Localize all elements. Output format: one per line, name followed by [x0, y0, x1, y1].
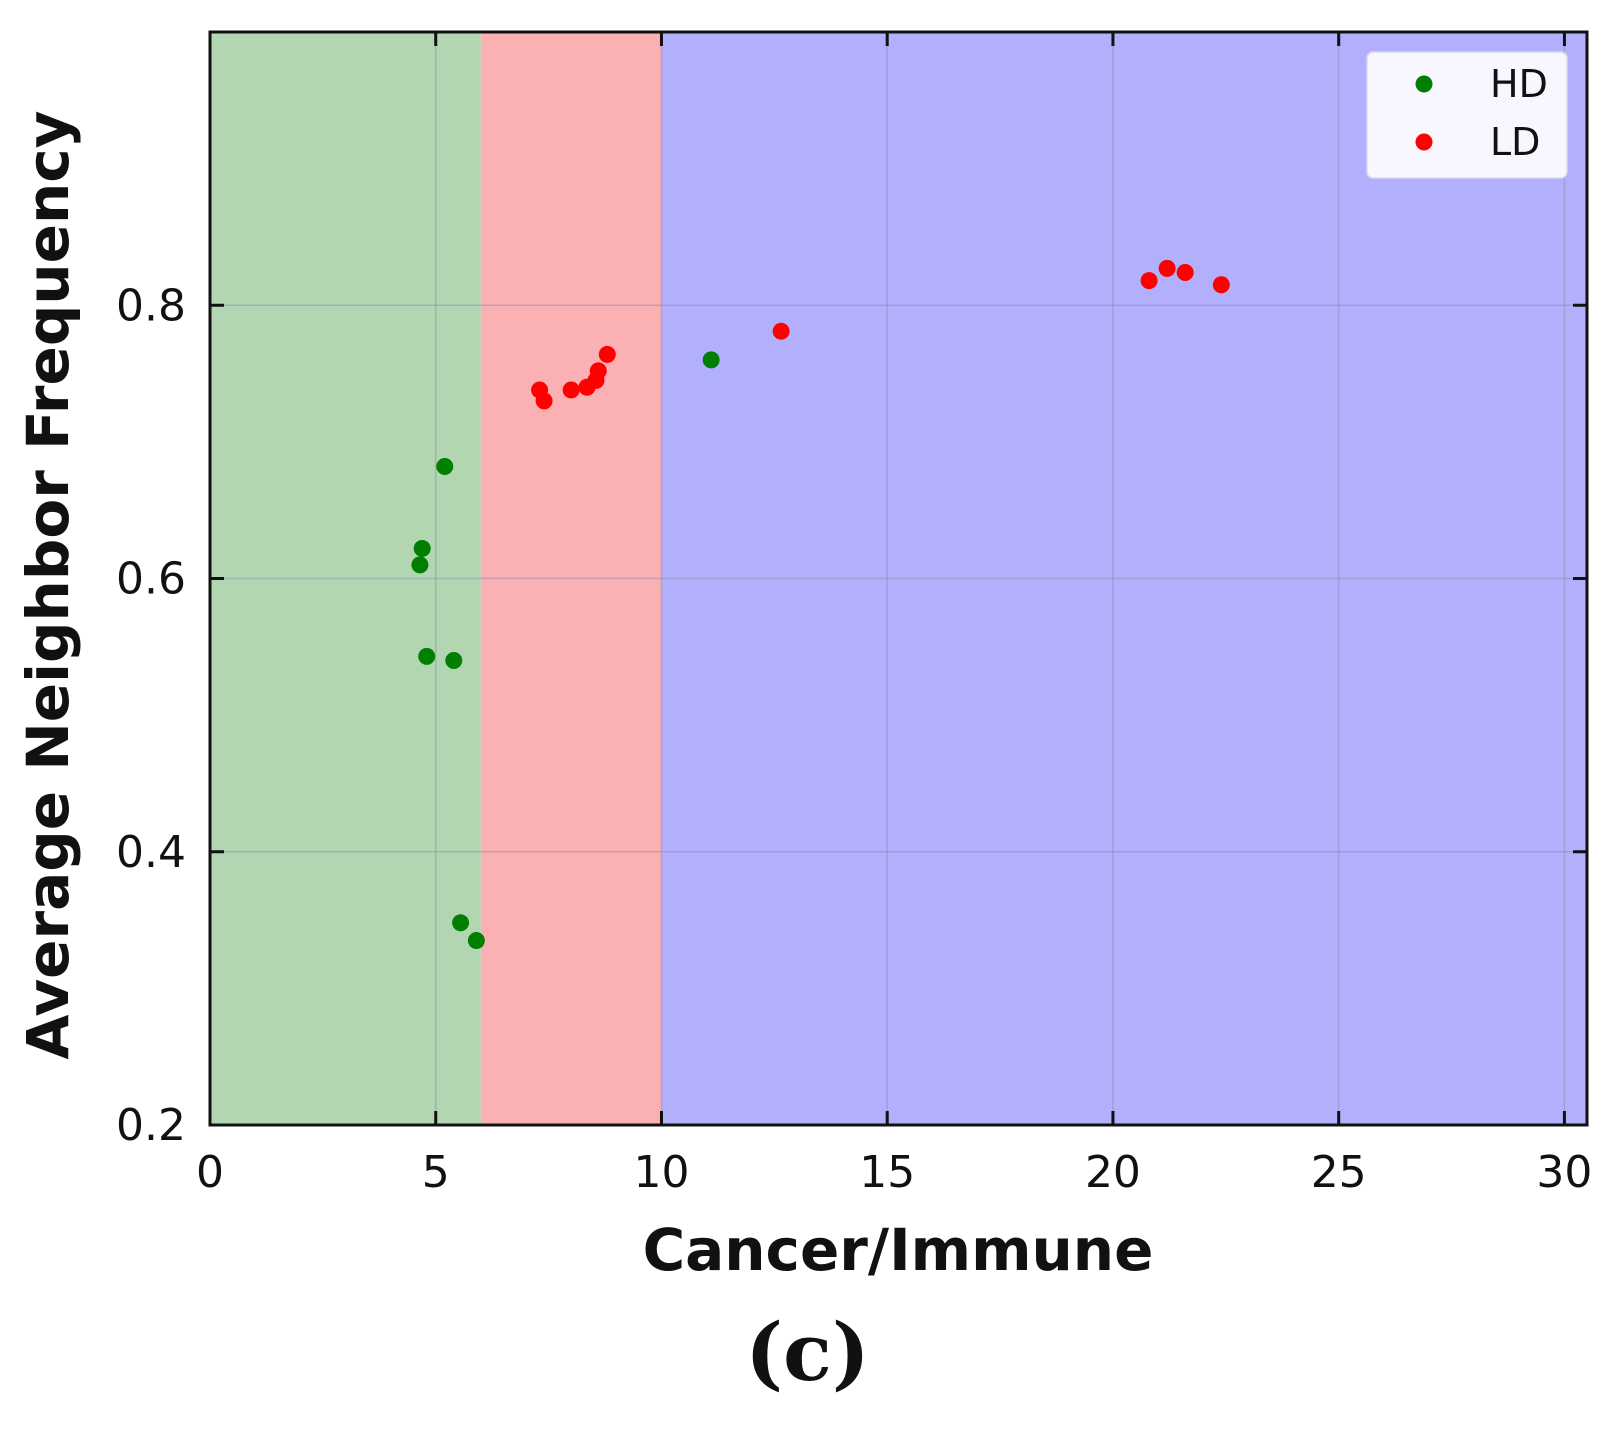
x-tick-label: 5	[422, 1147, 450, 1198]
point-ld	[589, 362, 607, 380]
point-ld	[562, 381, 580, 399]
background-regions	[210, 32, 1587, 1125]
panel-label: (c)	[745, 1305, 870, 1399]
y-axis-title: Average Neighbor Frequency	[14, 111, 82, 1060]
x-tick-label: 0	[196, 1147, 224, 1198]
legend-marker-ld	[1415, 133, 1433, 151]
axis-ticks: 0 5 10 15 20 25 30 0.2 0.4 0.6 0.8	[116, 32, 1592, 1198]
x-tick-label: 30	[1536, 1147, 1592, 1198]
legend-label-hd: HD	[1490, 62, 1548, 106]
point-hd	[411, 556, 429, 574]
data-points	[411, 259, 1230, 950]
blue-region	[661, 32, 1587, 1125]
point-ld	[535, 392, 553, 410]
point-ld	[772, 322, 790, 340]
point-hd	[436, 457, 454, 475]
y-tick-label: 0.2	[116, 1100, 186, 1151]
legend: HD LD	[1366, 51, 1568, 179]
y-tick-label: 0.4	[116, 827, 186, 878]
point-ld	[1158, 259, 1176, 277]
point-hd	[467, 932, 485, 950]
x-tick-label: 25	[1311, 1147, 1367, 1198]
red-region	[480, 32, 662, 1125]
x-axis-title: Cancer/Immune	[643, 1216, 1154, 1284]
point-hd	[452, 914, 470, 932]
y-tick-label: 0.8	[116, 280, 186, 331]
point-hd	[418, 647, 436, 665]
green-region	[210, 32, 481, 1125]
point-ld	[1140, 272, 1158, 290]
legend-marker-hd	[1415, 75, 1433, 93]
x-tick-label: 20	[1085, 1147, 1141, 1198]
point-hd	[702, 351, 720, 369]
point-hd	[413, 539, 431, 557]
point-ld	[1212, 276, 1230, 294]
legend-label-ld: LD	[1490, 120, 1540, 164]
point-ld	[1176, 263, 1194, 281]
y-tick-label: 0.6	[116, 554, 186, 605]
point-hd	[445, 651, 463, 669]
point-ld	[598, 345, 616, 363]
x-tick-label: 15	[859, 1147, 915, 1198]
x-tick-label: 10	[633, 1147, 689, 1198]
